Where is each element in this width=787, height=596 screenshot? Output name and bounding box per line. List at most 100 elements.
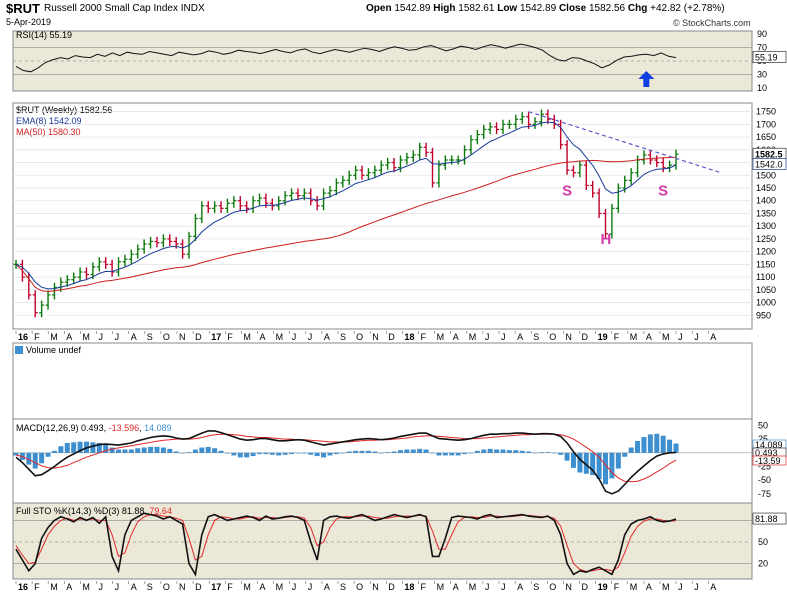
x-top-tick-label: J (308, 332, 313, 342)
volume-panel-frame (12, 342, 753, 420)
macd-hist-bar (308, 452, 314, 455)
price-bar (45, 290, 51, 310)
price-bar (385, 157, 391, 170)
macd-hist-bar (385, 452, 391, 453)
macd-hist-bar (519, 450, 525, 453)
price-bar (346, 170, 352, 185)
macd-hist-bar (532, 452, 538, 454)
macd-hist-bar (622, 452, 628, 457)
macd-hist-bar (116, 449, 122, 453)
price-bar (276, 196, 282, 211)
price-bar (468, 135, 474, 155)
x-top-tick-label: N (179, 332, 186, 342)
x-bottom-tick-label: M (662, 582, 670, 592)
macd-hist-bar (487, 448, 493, 453)
x-bottom-tick-label: J (292, 582, 297, 592)
x-top-tick-label: J (99, 332, 104, 342)
x-top-tick-label: 17 (211, 332, 221, 342)
x-top-tick-label: S (147, 332, 153, 342)
macd-hist-bar (667, 439, 673, 453)
price-bar (237, 196, 243, 211)
price-bar (192, 213, 198, 241)
macd-legend-label: MACD(12,26,9) (16, 423, 79, 433)
volume-legend: Volume undef (26, 345, 82, 355)
macd-hist-bar (160, 447, 166, 453)
price-bar (96, 257, 102, 272)
x-bottom-tick-label: F (614, 582, 620, 592)
price-bar (455, 155, 461, 165)
price-bar (603, 208, 609, 239)
x-bottom-tick-label: J (308, 582, 313, 592)
x-top-tick-label: A (646, 332, 652, 342)
price-bar (660, 157, 666, 173)
x-top-tick-label: S (340, 332, 346, 342)
chart-date: 5-Apr-2019 (6, 17, 52, 27)
sto-last-box (752, 512, 787, 525)
macd-hist-bar (340, 452, 346, 454)
macd-hist-bar (205, 446, 211, 453)
price-bar (654, 155, 660, 168)
macd-hist-bar (282, 452, 288, 455)
exchange: INDX (180, 3, 205, 14)
macd-hist-bar (410, 449, 416, 453)
price-tick-label: 950 (756, 310, 771, 320)
up-arrow-icon-shape (638, 71, 655, 87)
macd-legend: MACD(12,26,9) 0.493, -13.596, 14.089 (16, 423, 172, 433)
macd-hist-bar (481, 449, 487, 453)
x-top-tick-label: F (34, 332, 40, 342)
x-top-tick-label: D (388, 332, 395, 342)
x-top-tick-label: M (50, 332, 58, 342)
ma-legend: MA(50) 1580.30 (16, 127, 81, 137)
price-bar (570, 165, 576, 178)
x-bottom-tick-label: M (243, 582, 251, 592)
macd-hist-bar (64, 442, 70, 453)
macd-hist-bar (494, 449, 500, 453)
rsi-legend-label: RSI(14) (16, 30, 47, 40)
macd-hist-bar (192, 449, 198, 453)
macd-hist-bar (423, 449, 429, 453)
rsi-tick-label: 90 (757, 29, 767, 39)
price-bar (109, 259, 115, 277)
high-value: 1582.61 (458, 3, 495, 14)
macd-hist-bar (365, 450, 371, 453)
macd-hist-bar (180, 452, 186, 454)
x-bottom-tick-label: F (227, 582, 233, 592)
x-bottom-tick-label: O (549, 582, 556, 592)
price-bar (519, 112, 525, 124)
price-tick-label: 1050 (756, 285, 776, 295)
macd-hist-bar (154, 446, 160, 453)
price-bar (417, 142, 423, 160)
price-tick-label: 1200 (756, 247, 776, 257)
macd-tick-label: 50 (758, 421, 768, 431)
open-value: 1542.89 (394, 3, 431, 14)
macd-hist-bar (660, 435, 666, 453)
x-axis-top: 16 F M A M J J A S O N D 17 F M A M J J A S O N D 18 F M A M J J A S O N D 1… (15, 331, 716, 342)
x-top-tick-label: F (421, 332, 427, 342)
rsi-tick-label: 30 (757, 70, 767, 80)
x-top-tick-label: F (614, 332, 620, 342)
macd-hist-bar (13, 452, 19, 456)
price-bar (327, 185, 333, 198)
macd-hist-bar (237, 452, 243, 458)
x-top-tick-label: M (662, 332, 670, 342)
price-bar (474, 129, 480, 145)
price-bar (615, 183, 621, 213)
price-bar (558, 119, 564, 150)
x-top-tick-label: M (82, 332, 90, 342)
x-top-tick-label: 19 (598, 332, 608, 342)
macd-hist-bar (218, 450, 224, 453)
macd-hist-bar (615, 452, 621, 469)
sto-d-value: 79.64 (149, 506, 172, 516)
x-top-tick-label: F (227, 332, 233, 342)
x-bottom-tick-label: J (678, 582, 683, 592)
price-bar (167, 234, 173, 247)
price-bar (116, 257, 122, 277)
price-tick-label: 1700 (756, 119, 776, 129)
x-top-tick-label: J (694, 332, 699, 342)
x-bottom-tick-label: A (453, 582, 459, 592)
macd-hist-bar (141, 447, 147, 453)
x-top-tick-label: O (163, 332, 170, 342)
index-name-text: Russell 2000 Small Cap Index (44, 3, 178, 14)
macd-hist-bar (32, 452, 38, 469)
